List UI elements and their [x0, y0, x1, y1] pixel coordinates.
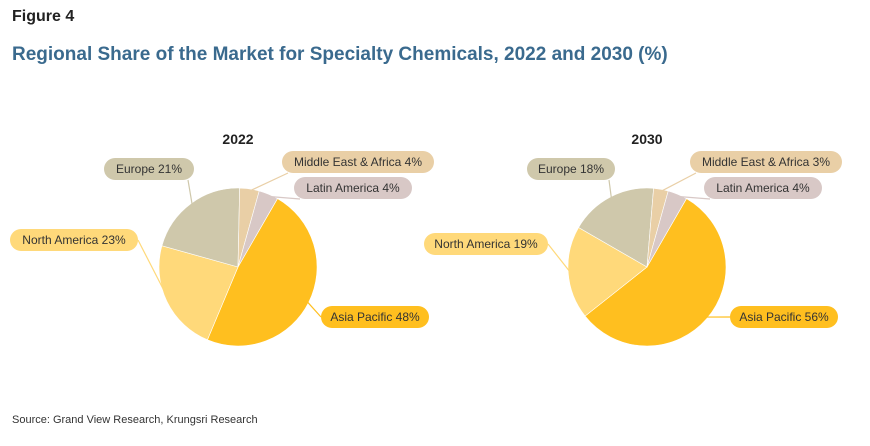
data-label: Europe 21% — [116, 162, 182, 176]
data-label: North America 19% — [434, 237, 538, 251]
leader-line — [547, 243, 572, 273]
pie-slice — [161, 187, 240, 268]
data-label: Middle East & Africa 3% — [702, 155, 830, 169]
data-label: Latin America 4% — [306, 181, 400, 195]
callout-box — [527, 158, 615, 180]
leader-line — [608, 179, 613, 200]
pie-slice — [578, 187, 654, 268]
callout-box — [704, 177, 822, 199]
leader-line — [676, 195, 711, 200]
pie-slice — [567, 227, 648, 317]
leader-line — [187, 179, 193, 206]
pie-slice — [206, 198, 318, 347]
callout-box — [730, 306, 838, 328]
callout-box — [690, 151, 842, 173]
callout-box — [321, 306, 429, 328]
pie-title: 2030 — [631, 131, 662, 147]
pie-slice — [158, 245, 239, 341]
callout-box — [282, 151, 434, 173]
data-label: Asia Pacific 56% — [739, 310, 829, 324]
leader-line — [248, 172, 289, 192]
callout-box — [424, 233, 548, 255]
pie-slice — [237, 190, 278, 268]
leader-line — [306, 300, 322, 318]
chart-title: Regional Share of the Market for Special… — [12, 44, 668, 65]
pie-slice — [646, 190, 687, 268]
data-label: Europe 18% — [538, 162, 604, 176]
data-label: Latin America 4% — [716, 181, 810, 195]
callout-box — [104, 158, 194, 180]
pie-2022: 2022 Asia Pacific 48% North America 23% Eur… — [10, 131, 434, 347]
data-label: Middle East & Africa 4% — [294, 155, 422, 169]
pie-slice — [584, 198, 727, 347]
data-label: Asia Pacific 48% — [330, 310, 420, 324]
leader-line — [137, 239, 170, 301]
source-note: Source: Grand View Research, Krungsri Re… — [12, 414, 258, 426]
callout-box — [10, 229, 138, 251]
callout-box — [294, 177, 412, 199]
pie-2030: 2030 Asia Pacific 56% North America 19% Eur… — [424, 131, 842, 347]
leader-line — [660, 172, 697, 193]
leader-line — [267, 195, 301, 200]
pie-title: 2022 — [222, 131, 253, 147]
data-label: North America 23% — [22, 233, 126, 247]
figure-label: Figure 4 — [12, 8, 75, 25]
